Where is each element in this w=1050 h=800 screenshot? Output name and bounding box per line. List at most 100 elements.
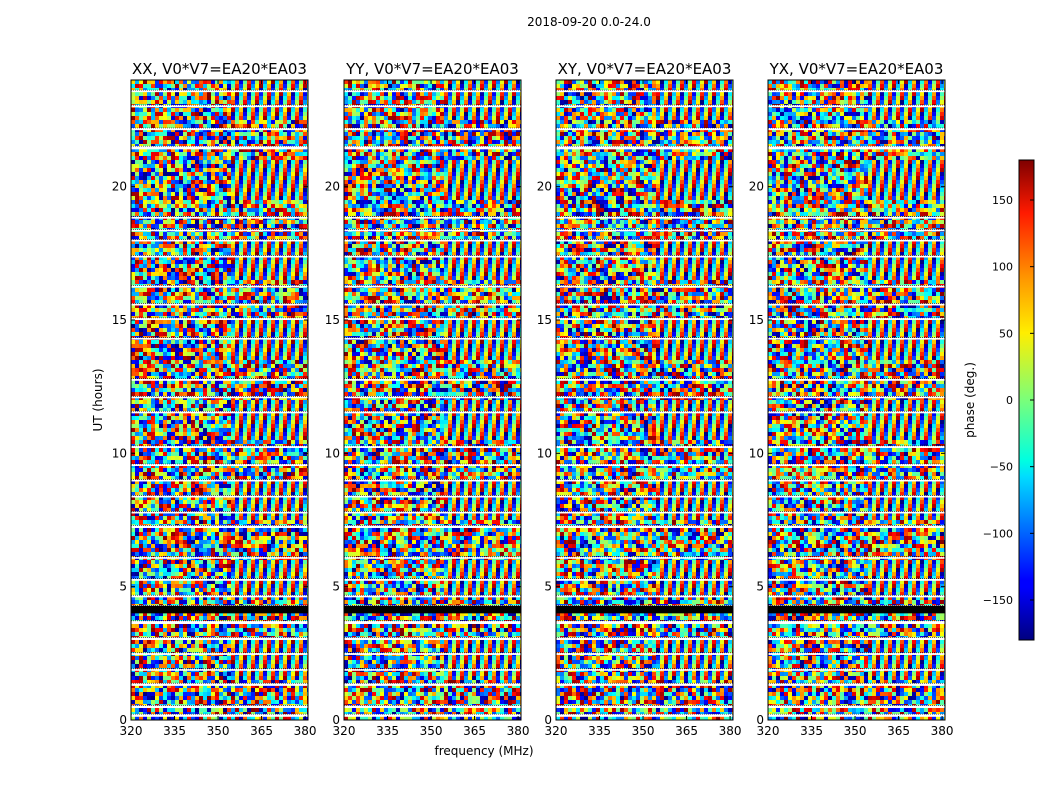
x-tick-label: 320 [333, 724, 356, 738]
flagged-row [344, 411, 521, 414]
flagged-row [556, 337, 733, 340]
flagged-row [768, 556, 945, 559]
flagged-row [768, 105, 945, 108]
x-tick-label: 380 [719, 724, 742, 738]
flagged-row [344, 445, 521, 448]
flagged-row [556, 105, 733, 108]
y-tick-label: 15 [325, 313, 340, 327]
x-tick-label: 365 [250, 724, 273, 738]
flagged-row [556, 317, 733, 320]
panel-title: XX, V0*V7=EA20*EA03 [132, 60, 307, 78]
flagged-row [556, 90, 733, 93]
y-tick-label: 10 [112, 446, 127, 460]
flagged-row [131, 578, 308, 581]
x-tick-label: 365 [675, 724, 698, 738]
flagged-row [344, 317, 521, 320]
x-tick-label: 350 [632, 724, 655, 738]
flagged-row [768, 595, 945, 598]
flagged-row [344, 714, 521, 717]
y-tick-label: 20 [112, 180, 127, 194]
panels: XX, V0*V7=EA20*EA03 320 335 350 365 380 0 5 10 15… [112, 60, 954, 738]
flagged-row [131, 378, 308, 381]
colorbar-tick-label: 150 [992, 194, 1013, 207]
flagged-row [768, 445, 945, 448]
flagged-row [131, 637, 308, 640]
flagged-row [768, 668, 945, 671]
flagged-row [768, 714, 945, 717]
flagged-row [344, 705, 521, 708]
flagged-row [768, 683, 945, 686]
flagged-row [768, 317, 945, 320]
flagged-row [344, 146, 521, 150]
flagged-row [344, 216, 521, 219]
flagged-row [131, 495, 308, 498]
y-tick-label: 5 [119, 580, 127, 594]
x-tick-label: 380 [507, 724, 530, 738]
flagged-row [556, 285, 733, 288]
flagged-row [344, 479, 521, 482]
flagged-row [768, 464, 945, 466]
colorbar-tick-label: 100 [992, 261, 1013, 274]
y-tick-label: 5 [332, 580, 340, 594]
flagged-row [556, 229, 733, 232]
x-axis-label: frequency (MHz) [434, 744, 533, 758]
flagged-row [344, 464, 521, 466]
flagged-row [131, 525, 308, 528]
y-tick-label: 10 [325, 446, 340, 460]
flagged-row [131, 239, 308, 242]
x-tick-label: 380 [294, 724, 317, 738]
flagged-row [131, 464, 308, 466]
flagged-row [556, 239, 733, 242]
colorbar-tick-label: 50 [999, 327, 1013, 340]
colorbar-ticks: 150 100 50 0 −50 −100 −150 [983, 194, 1034, 607]
flagged-row [131, 714, 308, 717]
flagged-row [768, 90, 945, 93]
flagged-row [131, 317, 308, 320]
flagged-row [768, 229, 945, 232]
dark-band [131, 605, 308, 614]
flagged-row [344, 578, 521, 581]
flagged-row [768, 705, 945, 708]
flagged-row [344, 128, 521, 131]
dark-band [344, 605, 521, 614]
flagged-row [556, 396, 733, 399]
flagged-row [556, 495, 733, 498]
x-tick-label: 350 [844, 724, 867, 738]
x-tick-label: 320 [545, 724, 568, 738]
panel-title: XY, V0*V7=EA20*EA03 [558, 60, 732, 78]
x-tick-label: 320 [757, 724, 780, 738]
flagged-row [131, 652, 308, 655]
flagged-row [556, 146, 733, 150]
flagged-row [131, 146, 308, 150]
x-tick-label: 335 [800, 724, 823, 738]
x-tick-label: 350 [207, 724, 230, 738]
panel-title: YX, V0*V7=EA20*EA03 [769, 60, 944, 78]
flagged-row [344, 620, 521, 624]
flagged-row [131, 303, 308, 306]
figure-title: 2018-09-20 0.0-24.0 [527, 15, 651, 29]
flagged-row [344, 595, 521, 598]
flagged-row [556, 683, 733, 686]
y-tick-label: 15 [537, 313, 552, 327]
y-tick-label: 15 [749, 313, 764, 327]
flagged-row [768, 396, 945, 399]
flagged-row [131, 396, 308, 399]
y-tick-label: 5 [756, 580, 764, 594]
x-tick-label: 335 [588, 724, 611, 738]
flagged-row [344, 525, 521, 528]
flagged-row [768, 578, 945, 581]
flagged-row [344, 90, 521, 93]
panel-4: YX, V0*V7=EA20*EA03 320 335 350 365 380 0 5 10 15… [749, 60, 954, 738]
flagged-row [556, 714, 733, 717]
flagged-row [344, 495, 521, 498]
colorbar-tick-label: 0 [1006, 394, 1013, 407]
flagged-row [556, 556, 733, 559]
flagged-row [768, 511, 945, 514]
flagged-row [556, 255, 733, 258]
colorbar-tick-label: −50 [990, 461, 1013, 474]
flagged-row [131, 556, 308, 559]
colorbar-label: phase (deg.) [963, 362, 977, 438]
flagged-row [768, 128, 945, 131]
flagged-row [768, 652, 945, 655]
x-tick-label: 350 [420, 724, 443, 738]
